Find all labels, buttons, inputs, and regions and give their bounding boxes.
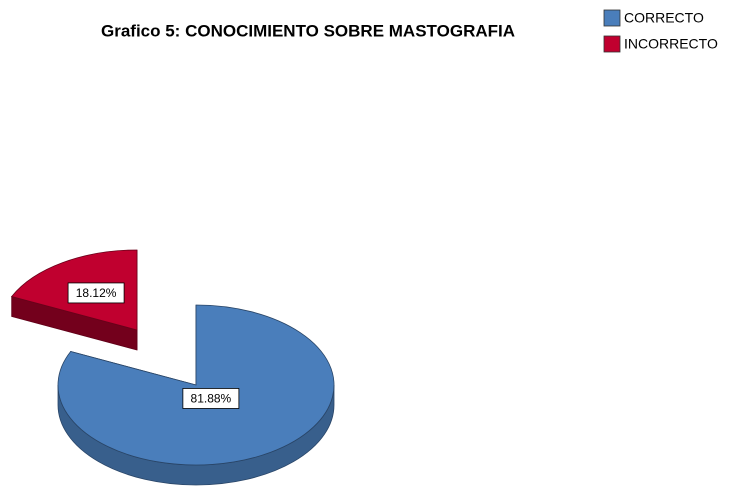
value-label-box [67,282,125,304]
pie-slice [57,304,335,486]
value-label: 18.12% [76,286,117,300]
value-label-box [182,388,240,409]
value-label: 81.88% [191,392,232,406]
chart-title: Grafico 5: CONOCIMIENTO SOBRE MASTOGRAFI… [101,21,515,40]
legend-swatch [603,35,621,53]
slice-top [57,304,335,466]
legend-swatch [603,9,621,27]
legend-label: INCORRECTO [624,36,718,52]
legend-label: CORRECTO [624,10,704,26]
